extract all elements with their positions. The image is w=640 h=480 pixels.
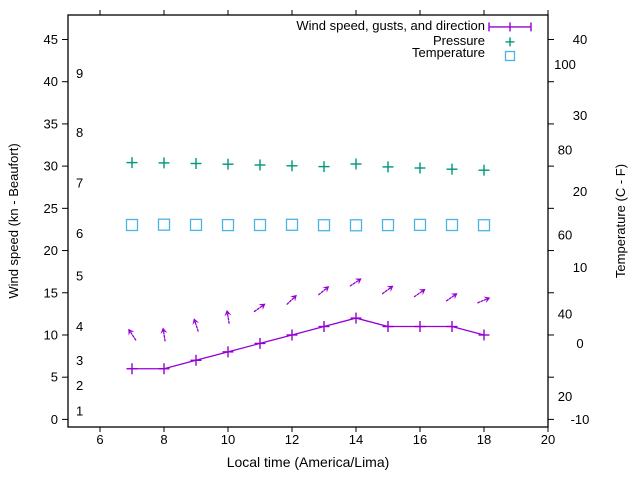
svg-text:80: 80 [558, 142, 572, 157]
svg-text:0: 0 [51, 412, 58, 427]
svg-text:45: 45 [44, 32, 58, 47]
svg-text:20: 20 [541, 432, 555, 447]
svg-text:14: 14 [349, 432, 363, 447]
svg-text:3: 3 [76, 353, 83, 368]
svg-text:30: 30 [573, 108, 587, 123]
svg-text:Wind speed (kn - Beaufort): Wind speed (kn - Beaufort) [6, 143, 21, 298]
svg-text:Temperature: Temperature [412, 45, 485, 60]
svg-text:20: 20 [558, 389, 572, 404]
svg-text:9: 9 [76, 66, 83, 81]
svg-text:20: 20 [573, 184, 587, 199]
svg-text:4: 4 [76, 319, 83, 334]
svg-text:8: 8 [160, 432, 167, 447]
svg-text:-10: -10 [571, 412, 590, 427]
svg-text:16: 16 [413, 432, 427, 447]
svg-text:60: 60 [558, 227, 572, 242]
svg-text:10: 10 [573, 260, 587, 275]
svg-text:6: 6 [96, 432, 103, 447]
svg-text:40: 40 [573, 32, 587, 47]
svg-text:Wind speed, gusts, and directi: Wind speed, gusts, and direction [296, 18, 485, 33]
svg-text:5: 5 [76, 268, 83, 283]
svg-text:12: 12 [285, 432, 299, 447]
svg-text:35: 35 [44, 116, 58, 131]
svg-text:0: 0 [576, 336, 583, 351]
svg-text:Temperature (C - F): Temperature (C - F) [613, 164, 628, 278]
svg-text:Local time (America/Lima): Local time (America/Lima) [227, 454, 390, 470]
svg-text:8: 8 [76, 125, 83, 140]
svg-text:40: 40 [44, 74, 58, 89]
svg-text:18: 18 [477, 432, 491, 447]
svg-text:10: 10 [44, 327, 58, 342]
svg-text:15: 15 [44, 285, 58, 300]
svg-text:1: 1 [76, 403, 83, 418]
svg-text:5: 5 [51, 370, 58, 385]
svg-text:6: 6 [76, 226, 83, 241]
svg-text:100: 100 [554, 57, 576, 72]
svg-text:7: 7 [76, 176, 83, 191]
svg-text:10: 10 [221, 432, 235, 447]
svg-text:25: 25 [44, 201, 58, 216]
svg-text:2: 2 [76, 378, 83, 393]
svg-text:30: 30 [44, 159, 58, 174]
svg-text:20: 20 [44, 243, 58, 258]
svg-text:40: 40 [558, 306, 572, 321]
